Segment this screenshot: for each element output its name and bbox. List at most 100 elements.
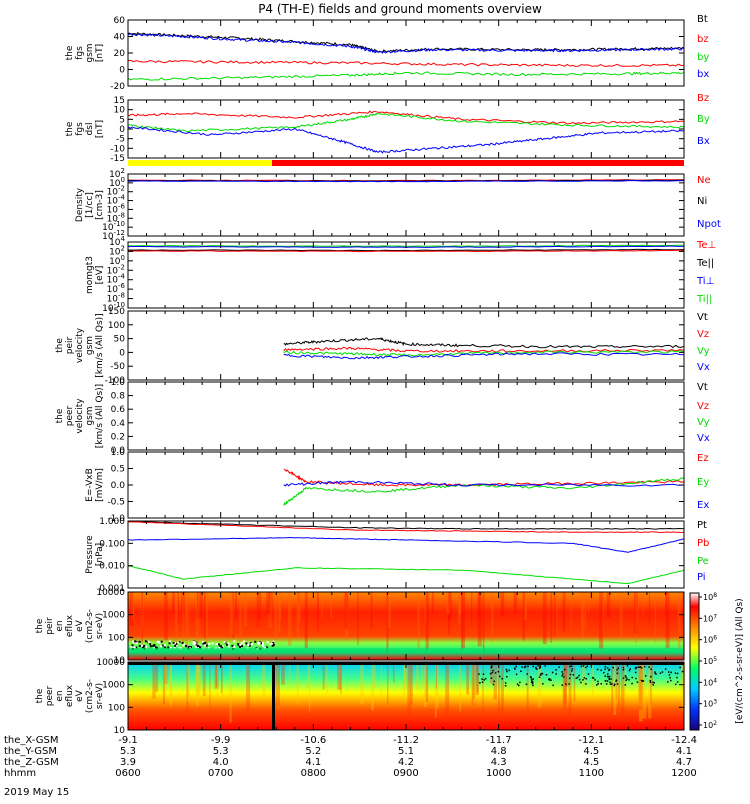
heatmap-stripe bbox=[410, 662, 413, 705]
heatmap-stripe bbox=[380, 662, 383, 697]
noise-pixel bbox=[644, 675, 647, 677]
legend-Npot: Npot bbox=[697, 219, 721, 230]
ylabel-line: [nT] bbox=[95, 44, 105, 62]
ytick-label: 10-4 bbox=[107, 273, 126, 286]
noise-pixel bbox=[188, 645, 191, 648]
panel-frame bbox=[127, 19, 685, 87]
ylabel-line: peer bbox=[45, 685, 55, 706]
heatmap-stripe bbox=[420, 662, 423, 689]
heatmap-stripe bbox=[274, 592, 278, 640]
noise-pixel bbox=[530, 678, 533, 681]
plot-title: P4 (TH-E) fields and ground moments over… bbox=[258, 2, 542, 16]
heatmap-stripe bbox=[482, 592, 485, 653]
ylabel-line: [km/s (All Qs)] bbox=[95, 313, 105, 377]
noise-pixel bbox=[608, 675, 611, 678]
heatmap-stripe bbox=[493, 662, 497, 700]
heatmap-stripe bbox=[155, 662, 159, 692]
noise-pixel bbox=[516, 683, 519, 685]
noise-pixel bbox=[649, 680, 651, 682]
noise-pixel bbox=[653, 681, 655, 684]
noise-pixel bbox=[625, 676, 627, 679]
heatmap-stripe bbox=[475, 662, 479, 695]
ylabel-line: peir bbox=[65, 336, 75, 354]
heatmap-stripe bbox=[277, 662, 280, 706]
heatmap-stripe bbox=[339, 662, 341, 692]
heatmap-stripe bbox=[585, 592, 587, 628]
heatmap-stripe bbox=[199, 662, 202, 692]
noise-pixel bbox=[272, 643, 275, 646]
noise-pixel bbox=[262, 645, 265, 648]
noise-pixel bbox=[168, 640, 171, 643]
ytick-label: 10-4 bbox=[107, 194, 126, 207]
noise-pixel bbox=[220, 645, 222, 648]
legend-Pt: Pt bbox=[697, 520, 707, 531]
noise-pixel bbox=[606, 680, 609, 682]
noise-pixel bbox=[587, 673, 590, 675]
ytick-label: 1000 bbox=[102, 611, 125, 621]
legend-Te||: Te|| bbox=[696, 258, 714, 269]
noise-pixel bbox=[606, 667, 609, 669]
noise-pixel bbox=[194, 645, 197, 648]
noise-pixel bbox=[490, 666, 493, 669]
noise-pixel bbox=[158, 641, 161, 644]
heatmap-stripe bbox=[445, 662, 450, 716]
heatmap-stripe bbox=[360, 662, 364, 704]
series-Vt bbox=[283, 337, 685, 349]
heatmap-stripe bbox=[131, 592, 134, 621]
legend-By: By bbox=[697, 114, 710, 125]
heatmap-stripe bbox=[296, 592, 300, 639]
ylabel-line: en bbox=[55, 690, 65, 701]
heatmap-stripe bbox=[162, 662, 166, 705]
heatmap-stripe bbox=[582, 662, 586, 687]
series-Vy bbox=[283, 350, 685, 357]
series-Pb bbox=[128, 521, 685, 534]
noise-pixel bbox=[531, 679, 533, 682]
noise-pixel bbox=[606, 675, 609, 678]
heatmap-stripe bbox=[570, 592, 572, 632]
heatmap-stripe bbox=[258, 592, 262, 620]
legend-by: by bbox=[697, 52, 709, 63]
noise-pixel bbox=[241, 645, 244, 647]
noise-pixel bbox=[675, 683, 677, 686]
time-row-value: -9.9 bbox=[211, 735, 231, 746]
ytick-label: 10 bbox=[114, 656, 126, 666]
ytick-label: 0 bbox=[119, 66, 125, 76]
heatmap-stripe bbox=[471, 662, 474, 705]
heatmap-stripe bbox=[262, 662, 266, 702]
series-Vx bbox=[283, 352, 684, 360]
ytick-label: 100 bbox=[108, 703, 125, 713]
noise-pixel bbox=[608, 669, 610, 672]
ytick-label: 10000 bbox=[96, 588, 125, 598]
noise-pixel bbox=[133, 646, 136, 649]
time-row-label: hhmm bbox=[4, 768, 36, 779]
noise-pixel bbox=[492, 669, 494, 672]
heatmap-stripe bbox=[562, 592, 566, 633]
heatmap-stripe bbox=[562, 662, 567, 710]
noise-pixel bbox=[494, 672, 497, 674]
heatmap-stripe bbox=[665, 592, 667, 615]
noise-pixel bbox=[670, 671, 672, 674]
ytick-label: 10-10 bbox=[102, 220, 125, 233]
noise-pixel bbox=[497, 670, 500, 673]
ylabel-line: [nT] bbox=[95, 120, 105, 138]
noise-pixel bbox=[529, 676, 532, 678]
ytick-label: 0 bbox=[119, 348, 125, 358]
noise-pixel bbox=[530, 677, 532, 679]
ytick-label: 0.0 bbox=[111, 481, 126, 491]
noise-pixel bbox=[515, 673, 518, 676]
noise-pixel bbox=[190, 646, 192, 649]
ytick-label: 150 bbox=[108, 307, 125, 317]
noise-pixel bbox=[639, 666, 642, 668]
noise-pixel bbox=[215, 643, 218, 646]
heatmap-stripe bbox=[163, 662, 167, 691]
noise-pixel bbox=[521, 666, 523, 668]
noise-pixel bbox=[541, 672, 543, 675]
heatmap-stripe bbox=[573, 662, 576, 702]
series-bz bbox=[127, 59, 685, 68]
heatmap-stripe bbox=[344, 592, 349, 629]
noise-pixel bbox=[577, 676, 579, 679]
noise-pixel bbox=[564, 668, 566, 671]
noise-pixel bbox=[622, 666, 625, 669]
noise-pixel bbox=[481, 681, 484, 683]
